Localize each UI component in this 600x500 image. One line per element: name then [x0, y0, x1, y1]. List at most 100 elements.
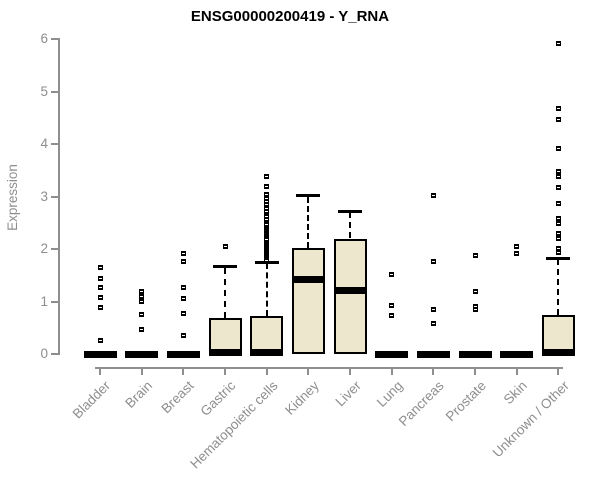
outlier-point: [555, 250, 561, 256]
outlier-point: [264, 205, 270, 211]
y-tick: [51, 353, 59, 355]
box: [250, 316, 284, 354]
outlier-point: [264, 184, 270, 190]
outlier-point: [555, 105, 561, 111]
flat-box: [416, 350, 450, 358]
outlier-point: [389, 312, 395, 318]
outlier-point: [264, 221, 270, 227]
flat-box: [166, 350, 200, 358]
outlier-point: [555, 40, 561, 46]
outlier-point: [389, 303, 395, 309]
y-tick: [51, 90, 59, 93]
outlier-point: [430, 193, 436, 199]
flat-box: [125, 350, 159, 358]
outlier-point: [430, 321, 436, 327]
outlier-point: [555, 201, 561, 207]
outlier-point: [514, 244, 520, 250]
outlier-point: [222, 244, 228, 250]
outlier-point: [555, 245, 561, 251]
outlier-point: [264, 219, 270, 225]
outlier-point: [472, 289, 478, 295]
y-tick-label: 0: [40, 346, 48, 361]
outlier-point: [264, 202, 270, 208]
whisker-cap: [338, 209, 362, 213]
outlier-point: [264, 216, 270, 222]
y-axis-title-text: Expression: [4, 163, 20, 231]
outlier-point: [555, 117, 561, 123]
flat-box: [83, 350, 117, 358]
outlier-point: [555, 174, 561, 180]
x-tick-label: Brain: [122, 378, 156, 411]
outlier-point: [472, 303, 478, 309]
x-tick: [307, 367, 310, 375]
x-tick-label: Unknown / Other: [489, 378, 572, 461]
median-line: [291, 275, 325, 283]
whisker-cap: [296, 194, 321, 198]
outlier-point: [264, 199, 270, 205]
median-line: [333, 286, 367, 294]
whisker-line: [224, 267, 226, 319]
box: [208, 318, 242, 354]
flat-box: [500, 350, 534, 358]
x-tick-label: Breast: [158, 378, 197, 417]
outlier-point: [180, 296, 186, 302]
outlier-point: [180, 250, 186, 256]
x-tick: [432, 367, 435, 375]
outlier-point: [97, 305, 103, 311]
y-tick: [51, 195, 59, 198]
outlier-point: [97, 265, 103, 271]
outlier-point: [264, 211, 270, 217]
outlier-point: [264, 213, 270, 219]
x-tick: [515, 367, 518, 375]
outlier-point: [97, 275, 103, 281]
x-tick: [474, 367, 476, 375]
y-tick-label: 6: [40, 31, 48, 46]
outlier-point: [139, 311, 145, 317]
whisker-line: [307, 196, 310, 249]
outlier-point: [180, 285, 186, 291]
outlier-point: [555, 220, 561, 226]
x-tick: [99, 367, 101, 375]
x-tick-label: Kidney: [282, 378, 322, 418]
outlier-point: [430, 259, 436, 265]
x-tick-label: Bladder: [70, 378, 114, 422]
x-tick-label: Liver: [332, 378, 364, 410]
outlier-point: [264, 192, 270, 198]
outlier-point: [139, 289, 145, 295]
y-tick-label: 1: [40, 293, 48, 309]
y-tick-label: 3: [40, 188, 48, 204]
outlier-point: [139, 327, 145, 333]
outlier-point: [264, 174, 270, 180]
y-tick: [51, 300, 59, 303]
box: [541, 314, 575, 354]
outlier-point: [555, 216, 561, 222]
outlier-point: [97, 285, 103, 291]
outlier-point: [97, 295, 103, 301]
y-tick: [51, 248, 59, 250]
median-line: [541, 349, 575, 357]
x-tick: [349, 367, 351, 375]
whisker-line: [557, 259, 560, 315]
flat-box: [375, 350, 409, 358]
outlier-point: [180, 333, 186, 339]
x-tick: [224, 367, 226, 375]
whisker-cap: [213, 265, 237, 269]
y-tick-label: 5: [40, 83, 48, 99]
outlier-point: [472, 253, 478, 259]
outlier-point: [180, 259, 186, 265]
y-tick: [51, 143, 59, 145]
y-tick: [51, 38, 59, 40]
outlier-point: [555, 236, 561, 241]
outlier-point: [264, 195, 270, 201]
x-tick: [140, 367, 143, 375]
whisker-line: [265, 263, 268, 317]
box: [291, 248, 325, 354]
outlier-point: [139, 299, 145, 304]
outlier-point: [264, 208, 270, 214]
median-line: [208, 349, 242, 357]
box: [333, 238, 367, 354]
outlier-point: [472, 307, 478, 313]
median-line: [250, 349, 284, 357]
outlier-point: [555, 145, 561, 151]
